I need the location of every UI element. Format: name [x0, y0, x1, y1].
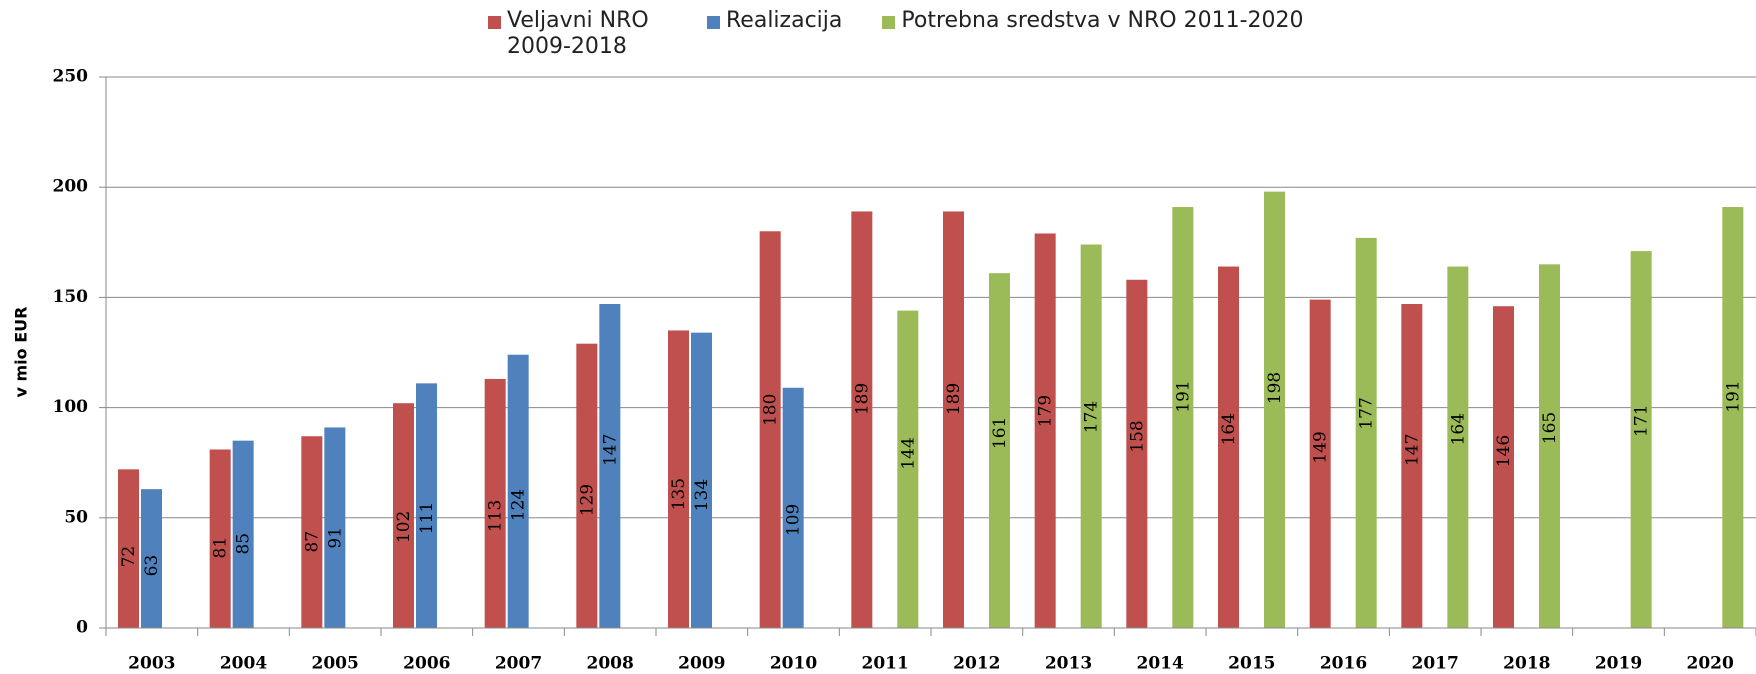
- bar: [1218, 267, 1239, 628]
- bar: [1081, 245, 1102, 628]
- x-tick-label: 2019: [1595, 654, 1642, 674]
- x-tick-label: 2003: [128, 654, 175, 674]
- x-tick-label: 2008: [587, 654, 634, 674]
- legend-swatch: [882, 16, 895, 29]
- bar: [943, 211, 964, 628]
- y-tick-label: 250: [53, 67, 89, 87]
- bar: [851, 211, 872, 628]
- data-label: 171: [1632, 404, 1652, 436]
- bar: [1722, 207, 1743, 628]
- data-label: 177: [1357, 397, 1377, 429]
- data-label: 63: [142, 555, 162, 577]
- bar: [1356, 238, 1377, 628]
- data-label: 81: [211, 537, 231, 559]
- bar: [1264, 192, 1285, 628]
- y-tick-label: 200: [53, 177, 89, 197]
- data-label: 179: [1036, 395, 1056, 427]
- x-tick-label: 2006: [403, 654, 450, 674]
- x-tick-label: 2012: [953, 654, 1000, 674]
- data-label: 189: [944, 383, 964, 415]
- data-label: 180: [761, 394, 781, 426]
- data-label: 87: [302, 531, 322, 553]
- data-label: 111: [417, 502, 437, 534]
- legend-label: Potrebna sredstva v NRO 2011-2020: [901, 8, 1303, 33]
- x-tick-label: 2016: [1320, 654, 1367, 674]
- data-label: 161: [990, 417, 1010, 449]
- legend-swatch: [707, 16, 720, 29]
- data-label: 198: [1265, 372, 1285, 404]
- data-label: 146: [1494, 435, 1514, 467]
- legend-item: Veljavni NRO 2009-2018: [488, 8, 667, 60]
- data-label: 85: [234, 533, 254, 555]
- data-label: 174: [1082, 401, 1102, 433]
- data-label: 191: [1723, 380, 1743, 412]
- data-label: 149: [1311, 431, 1331, 463]
- bar: [1172, 207, 1193, 628]
- y-axis-label: v mio EUR: [12, 307, 31, 398]
- data-label: 135: [669, 478, 689, 510]
- data-label: 164: [1219, 413, 1239, 445]
- bar: [1539, 264, 1560, 628]
- y-tick-label: 50: [64, 507, 88, 527]
- x-tick-label: 2015: [1228, 654, 1275, 674]
- data-label: 113: [486, 500, 506, 532]
- x-tick-label: 2018: [1503, 654, 1550, 674]
- x-tick-label: 2011: [862, 654, 909, 674]
- data-label: 158: [1127, 420, 1147, 452]
- legend-item: Potrebna sredstva v NRO 2011-2020: [882, 8, 1303, 60]
- bar: [1447, 267, 1468, 628]
- x-tick-label: 2020: [1687, 654, 1734, 674]
- x-tick-label: 2014: [1137, 654, 1184, 674]
- data-label: 164: [1448, 413, 1468, 445]
- x-tick-label: 2004: [220, 654, 267, 674]
- data-label: 189: [852, 383, 872, 415]
- data-label: 109: [784, 504, 804, 536]
- x-tick-label: 2013: [1045, 654, 1092, 674]
- data-label: 147: [600, 434, 620, 466]
- x-tick-label: 2005: [312, 654, 359, 674]
- bar: [989, 273, 1010, 628]
- y-tick-label: 150: [53, 287, 89, 307]
- data-label: 124: [509, 489, 529, 521]
- legend-item: Realizacija: [707, 8, 842, 60]
- data-label: 191: [1173, 380, 1193, 412]
- y-tick-label: 100: [53, 397, 89, 417]
- legend: Veljavni NRO 2009-2018 Realizacija Potrebn…: [488, 8, 1304, 60]
- legend-label: Realizacija: [726, 8, 842, 33]
- data-label: 144: [898, 437, 918, 469]
- legend-swatch: [488, 16, 501, 29]
- y-tick-label: 0: [76, 618, 88, 638]
- data-label: 102: [394, 511, 414, 543]
- data-label: 165: [1540, 412, 1560, 444]
- x-tick-label: 2017: [1412, 654, 1459, 674]
- data-label: 147: [1402, 434, 1422, 466]
- chart: v mio EUR 050100150200250200372632004818…: [0, 0, 1756, 674]
- x-tick-label: 2010: [770, 654, 817, 674]
- bar: [1035, 233, 1056, 628]
- bar: [1126, 280, 1147, 628]
- data-label: 129: [577, 484, 597, 516]
- data-label: 134: [692, 479, 712, 511]
- data-label: 72: [119, 546, 139, 568]
- plot: v mio EUR 050100150200250200372632004818…: [0, 0, 1756, 674]
- legend-label: Veljavni NRO 2009-2018: [507, 8, 667, 60]
- data-label: 91: [325, 527, 345, 549]
- x-tick-label: 2007: [495, 654, 542, 674]
- bar: [1631, 251, 1652, 628]
- bar: [760, 231, 781, 628]
- x-tick-label: 2009: [678, 654, 725, 674]
